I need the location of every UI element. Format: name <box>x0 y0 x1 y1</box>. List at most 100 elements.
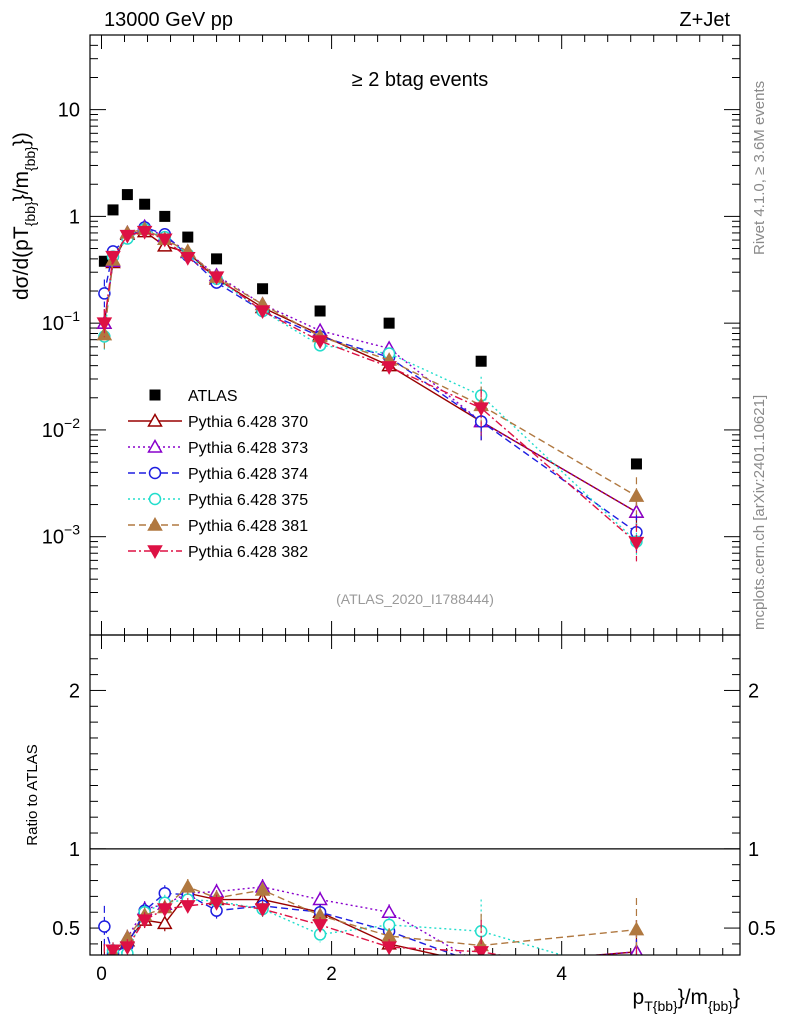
data-point <box>180 251 196 266</box>
data-point <box>119 229 136 244</box>
data-point <box>257 283 269 295</box>
energy-label: 13000 GeV pp <box>104 9 233 31</box>
ratio-plot-series <box>98 878 645 986</box>
ratio-point <box>381 904 397 918</box>
rivet-version-label: Rivet 4.1.0, ≥ 3.6M events <box>751 81 768 255</box>
mcplots-label: mcplots.cern.ch [arXiv:2401.10621] <box>751 395 768 630</box>
ratio-line <box>111 886 637 955</box>
series-line <box>103 230 637 544</box>
ratio-point <box>156 903 173 918</box>
data-point <box>628 536 645 551</box>
ratio-point <box>628 921 645 936</box>
data-point <box>312 335 328 350</box>
ratio-tick-label-right: 0.5 <box>748 918 776 940</box>
ratio-tick-label-right: 2 <box>748 680 759 702</box>
ratio-point <box>156 915 173 930</box>
legend-item: Pythia 6.428 381 <box>128 516 308 535</box>
series-pythia-6-428-382 <box>96 225 645 562</box>
legend-marker <box>147 438 163 453</box>
legend-label: Pythia 6.428 375 <box>188 492 308 509</box>
y-tick-label: 10−3 <box>42 522 80 549</box>
legend-label: Pythia 6.428 382 <box>188 544 308 561</box>
ratio-axis-title: Ratio to ATLAS <box>24 744 41 845</box>
data-point <box>182 231 194 243</box>
y-tick-label: 10−2 <box>42 415 80 442</box>
y-axis-title: dσ/d(pT{bb}}/m{bb}}) <box>10 132 38 300</box>
data-point <box>473 402 489 417</box>
legend-item: Pythia 6.428 374 <box>128 466 308 483</box>
axis-ticks: 0 2 4 10 1 10−1 10−2 10−3 2 2 1 1 0.5 0.5 <box>42 34 776 985</box>
legend-label: ATLAS <box>188 388 238 405</box>
ratio-point <box>180 900 196 914</box>
main-plot-series <box>96 189 645 562</box>
legend-item: Pythia 6.428 373 <box>128 438 308 457</box>
ratio-point <box>180 878 196 893</box>
legend-label: Pythia 6.428 381 <box>188 518 308 535</box>
series-pythia-6-428-375 <box>98 222 643 561</box>
data-point <box>107 204 119 216</box>
ratio-series-pythia-6-428-382 <box>103 894 643 986</box>
data-point <box>136 225 153 240</box>
ratio-point <box>254 882 271 896</box>
legend-marker <box>149 389 161 401</box>
y-tick-label: 1 <box>69 206 80 228</box>
ratio-point <box>631 972 642 983</box>
ratio-point <box>208 896 225 911</box>
ratio-tick-label: 0.5 <box>52 918 80 940</box>
series-atlas <box>98 189 642 470</box>
data-point <box>121 189 133 201</box>
data-point <box>156 233 173 248</box>
ratio-line <box>103 892 457 955</box>
ratio-point <box>630 974 643 986</box>
legend-marker <box>147 545 163 560</box>
data-point <box>208 271 225 286</box>
process-label: Z+Jet <box>679 9 730 31</box>
data-point <box>96 317 113 332</box>
ratio-point <box>136 914 153 929</box>
x-axis-title: pT{bb}}/m{bb}} <box>633 986 740 1014</box>
series-pythia-6-428-370 <box>96 223 645 531</box>
data-point <box>159 210 171 222</box>
legend-marker <box>148 466 162 480</box>
ratio-point <box>312 919 328 933</box>
data-point <box>98 287 111 300</box>
series-line <box>103 230 637 513</box>
legend-item: Pythia 6.428 370 <box>128 412 308 431</box>
ratio-point <box>631 965 642 976</box>
data-point <box>139 198 151 210</box>
y-tick-label: 10−1 <box>42 308 80 335</box>
data-point <box>314 305 326 317</box>
legend-marker <box>147 412 163 427</box>
ratio-point <box>475 958 488 970</box>
series-line <box>103 226 637 533</box>
ratio-line <box>110 898 564 955</box>
data-point <box>381 361 397 375</box>
data-point <box>475 355 487 367</box>
ratio-tick-label-right: 1 <box>748 839 759 861</box>
data-point <box>383 317 395 329</box>
data-point <box>211 253 223 265</box>
legend-marker <box>148 492 162 506</box>
x-tick-label: 2 <box>326 964 337 985</box>
legend: ATLAS Pythia 6.428 370 Pythia 6.428 373 Pyt… <box>128 388 308 561</box>
series-pythia-6-428-374 <box>98 221 643 552</box>
ratio-point <box>476 959 487 970</box>
ratio-point <box>475 958 488 970</box>
series-line <box>103 228 637 497</box>
x-tick-label: 0 <box>96 964 107 985</box>
ratio-tick-label: 2 <box>69 680 80 702</box>
legend-item: ATLAS <box>149 388 238 405</box>
ratio-point <box>312 891 328 906</box>
legend-label: Pythia 6.428 370 <box>188 414 308 431</box>
analysis-label: (ATLAS_2020_I1788444) <box>336 591 494 607</box>
data-point <box>98 255 110 267</box>
series-line <box>103 225 637 513</box>
data-point <box>628 488 645 502</box>
ratio-point <box>254 903 271 918</box>
legend-label: Pythia 6.428 373 <box>188 440 308 457</box>
legend-item: Pythia 6.428 375 <box>128 492 308 509</box>
ratio-point <box>381 941 397 955</box>
ratio-plot-frame <box>89 634 741 956</box>
series-pythia-6-428-373 <box>96 218 645 531</box>
